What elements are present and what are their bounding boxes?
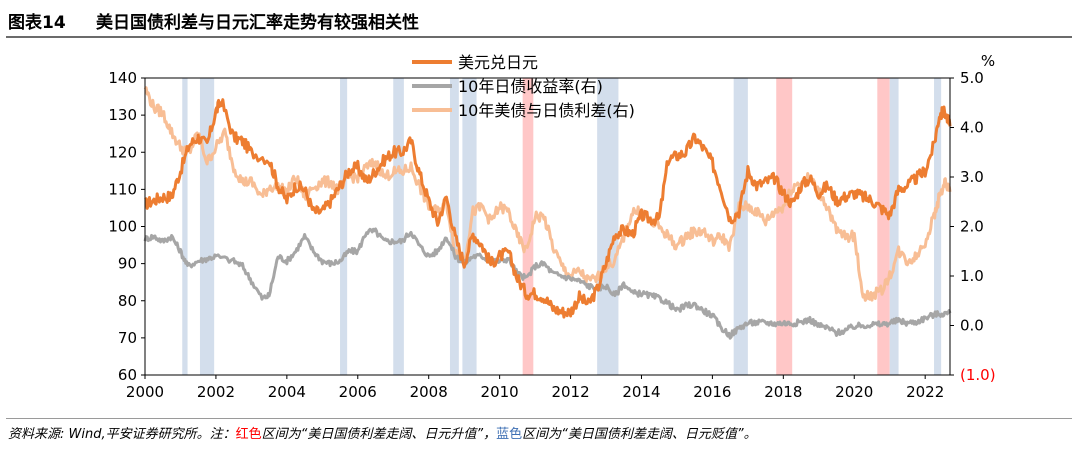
y-left-tick-label: 60: [118, 366, 137, 384]
header-divider: [6, 36, 1072, 38]
x-tick-label: 2014: [622, 383, 660, 401]
x-tick-label: 2002: [197, 383, 235, 401]
x-tick-label: 2000: [126, 383, 164, 401]
y-left-tick-label: 80: [118, 292, 137, 310]
figure-header: 图表14 美日国债利差与日元汇率走势有较强相关性: [0, 0, 1080, 38]
shaded-period-3: [340, 78, 348, 375]
y-right-tick-label: 1.0: [960, 267, 984, 285]
figure-label: 图表14: [8, 13, 66, 33]
legend-label-2: 10年日债收益率(右): [458, 77, 603, 96]
shaded-period-8: [597, 78, 619, 375]
x-tick-label: 2018: [764, 383, 802, 401]
legend: 美元兑日元 10年日债收益率(右) 10年美债与日债利差(右): [412, 53, 635, 120]
y-left-tick-label: 100: [108, 218, 137, 236]
y-right-tick-label: 2.0: [960, 218, 984, 236]
y-left-tick-label: 140: [108, 69, 137, 87]
shaded-period-5: [449, 78, 459, 375]
x-tick-label: 2012: [551, 383, 589, 401]
legend-label-1: 美元兑日元: [458, 53, 538, 72]
x-tick-label: 2004: [268, 383, 306, 401]
legend-label-3: 10年美债与日债利差(右): [458, 101, 635, 120]
x-tick-label: 2006: [339, 383, 377, 401]
y-left-tick-label: 110: [108, 180, 137, 198]
shaded-period-13: [934, 78, 942, 375]
y-left-tick-label: 130: [108, 106, 137, 124]
y-right-tick-label: (1.0): [960, 366, 996, 384]
shaded-period-12: [889, 78, 899, 375]
y-right-unit: %: [981, 52, 995, 70]
shaded-period-10: [776, 78, 793, 375]
y-right-tick-label: 0.0: [960, 317, 984, 335]
x-tick-label: 2010: [481, 383, 519, 401]
y-right-tick-label: 5.0: [960, 69, 984, 87]
source-middle-1: 区间为“美日国债利差走阔、日元升值”，: [261, 427, 497, 442]
source-note: 资料来源: Wind,平安证券研究所。注：红色区间为“美日国债利差走阔、日元升值…: [8, 423, 757, 442]
footer-divider: [6, 418, 1072, 419]
blue-band-word: 蓝色: [496, 427, 523, 442]
series-layer: [143, 86, 952, 340]
shaded-period-1: [182, 78, 188, 375]
red-band-word: 红色: [235, 427, 262, 442]
x-tick-label: 2016: [693, 383, 731, 401]
shaded-periods: [182, 78, 942, 375]
series-line-2: [143, 227, 952, 340]
shaded-period-11: [877, 78, 890, 375]
shaded-period-4: [393, 78, 404, 375]
y-left-tick-label: 90: [118, 255, 137, 273]
x-tick-label: 2022: [906, 383, 944, 401]
source-prefix: 资料来源: Wind,平安证券研究所。注：: [8, 427, 236, 442]
shaded-period-2: [199, 78, 215, 375]
source-middle-2: 区间为“美日国债利差走阔、日元贬值”。: [522, 427, 757, 442]
y-left-tick-label: 120: [108, 143, 137, 161]
figure-title: 美日国债利差与日元汇率走势有较强相关性: [96, 13, 419, 33]
shaded-period-9: [733, 78, 748, 375]
y-right-tick-label: 3.0: [960, 168, 984, 186]
y-right-tick-label: 4.0: [960, 119, 984, 137]
x-tick-label: 2020: [835, 383, 873, 401]
axes: 140 130 120 110 100 90 80 70 60 5.0 4.0 3.0 2.0 1.0 0.…: [108, 52, 995, 401]
shaded-period-7: [522, 78, 534, 375]
series-line-1: [144, 98, 952, 319]
chart: 140 130 120 110 100 90 80 70 60 5.0 4.0 3.0 2.0 1.0 0.…: [108, 52, 995, 401]
x-tick-label: 2008: [410, 383, 448, 401]
y-left-tick-label: 70: [118, 329, 137, 347]
